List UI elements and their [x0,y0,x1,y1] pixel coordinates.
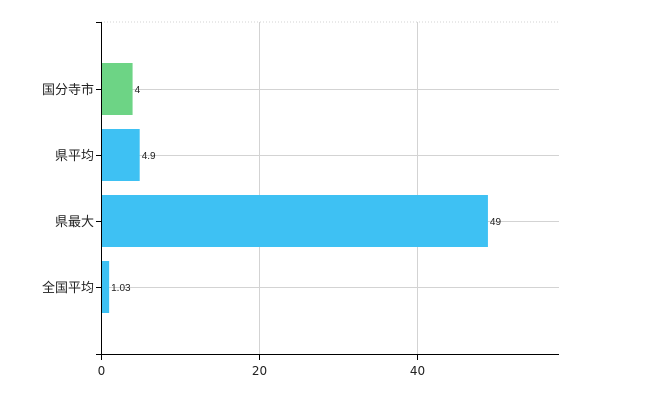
bars [101,63,488,313]
category-label-1: 県平均 [55,149,94,164]
x-tick-label-1: 20 [252,364,267,378]
bar-0 [101,63,133,115]
labels: 4 国分寺市 4.9 県平均 49 県最大 1.03 全国平均 0 20 40 [42,82,502,378]
data-label-2: 49 [490,217,502,228]
bar-1 [101,129,140,181]
category-label-0: 国分寺市 [42,82,94,98]
data-label-1: 4.9 [142,151,156,162]
category-label-3: 全国平均 [42,280,94,296]
axes [96,22,559,360]
x-tick-label-2: 40 [410,364,425,378]
data-label-0: 4 [135,85,141,96]
bar-3 [101,261,110,313]
data-label-3: 1.03 [111,283,131,294]
bar-2 [101,195,488,247]
x-tick-label-0: 0 [98,364,106,378]
grid-layer [101,21,559,354]
category-label-2: 県最大 [55,215,94,230]
